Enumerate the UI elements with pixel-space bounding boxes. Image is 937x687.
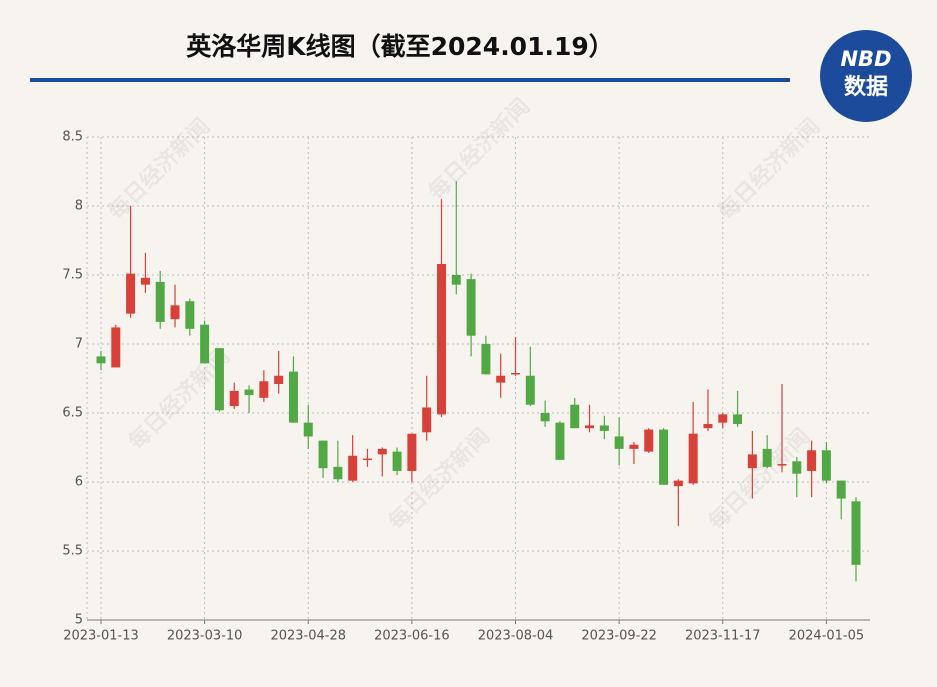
candle-body <box>377 448 387 455</box>
candle-body <box>303 422 313 437</box>
x-tick-label: 2024-01-05 <box>789 629 865 644</box>
candle-body <box>747 454 757 469</box>
x-tick-label: 2023-03-10 <box>167 629 243 644</box>
candle-body <box>718 414 728 423</box>
candle-body <box>333 466 343 480</box>
candle-body <box>821 450 831 481</box>
candle-body <box>525 375 535 405</box>
candle-body <box>629 444 639 449</box>
candle-body <box>659 429 669 485</box>
candle-body <box>274 375 284 385</box>
candle-body <box>422 407 432 433</box>
candle-body <box>185 301 195 329</box>
candle-body <box>703 424 713 429</box>
x-tick-label: 2023-11-17 <box>685 629 761 644</box>
candle-body <box>126 273 136 314</box>
candle-body <box>407 433 417 471</box>
candle-body <box>318 440 328 469</box>
y-tick-label: 5.5 <box>62 544 83 559</box>
candle-body <box>792 461 802 474</box>
x-tick-label: 2023-09-22 <box>581 629 657 644</box>
candle-body <box>140 277 150 285</box>
candle-body <box>348 455 358 481</box>
candle-body <box>392 451 402 471</box>
candle-body <box>170 305 180 320</box>
x-tick-label: 2023-06-16 <box>374 629 450 644</box>
watermark: 每日经济新闻 <box>713 113 825 225</box>
candle-body <box>436 263 446 415</box>
candle-body <box>244 389 254 396</box>
y-tick-label: 6.5 <box>62 406 83 421</box>
candle-body <box>111 327 121 368</box>
logo <box>820 30 912 122</box>
candle-body <box>496 375 506 383</box>
candle-body <box>451 275 461 285</box>
candle-body <box>229 390 239 407</box>
candle-body <box>555 422 565 460</box>
x-tick-label: 2023-08-04 <box>478 629 554 644</box>
watermark: 每日经济新闻 <box>103 113 215 225</box>
candle-body <box>777 464 787 466</box>
candle-body <box>836 480 846 499</box>
candle-body <box>807 450 817 471</box>
candle-body <box>362 458 372 461</box>
y-tick-label: 7 <box>75 337 83 352</box>
candle-body <box>481 344 491 375</box>
watermark: 每日经济新闻 <box>423 93 535 205</box>
candle-body <box>200 324 210 364</box>
candle-body <box>688 433 698 484</box>
candle-body <box>259 381 269 398</box>
y-tick-label: 8 <box>75 199 83 214</box>
candle-body <box>214 348 224 411</box>
title-rule <box>30 78 790 82</box>
candle-body <box>585 425 595 429</box>
watermark: 每日经济新闻 <box>703 423 815 535</box>
x-tick-label: 2023-04-28 <box>270 629 346 644</box>
y-tick-label: 8.5 <box>62 130 83 145</box>
candle-body <box>599 425 609 431</box>
candle-body <box>570 404 580 429</box>
logo-text: NBD <box>840 47 891 71</box>
candle-body <box>155 281 165 322</box>
x-tick-label: 2023-01-13 <box>63 629 139 644</box>
chart-title: 英洛华周K线图（截至2024.01.19） <box>186 32 614 61</box>
candle-body <box>511 372 521 375</box>
candle-body <box>673 480 683 487</box>
watermark: 每日经济新闻 <box>383 423 495 535</box>
candle-body <box>466 279 476 336</box>
candle-body <box>96 356 106 364</box>
candle-body <box>851 501 861 565</box>
y-tick-label: 6 <box>75 475 83 490</box>
y-tick-label: 7.5 <box>62 268 83 283</box>
logo-text: 数据 <box>844 74 888 100</box>
candle-body <box>540 413 550 422</box>
candle-body <box>644 429 654 452</box>
candle-body <box>614 436 624 449</box>
candle-body <box>733 414 743 425</box>
y-tick-label: 5 <box>75 613 83 628</box>
candle-body <box>762 448 772 467</box>
candle-body <box>288 371 298 423</box>
